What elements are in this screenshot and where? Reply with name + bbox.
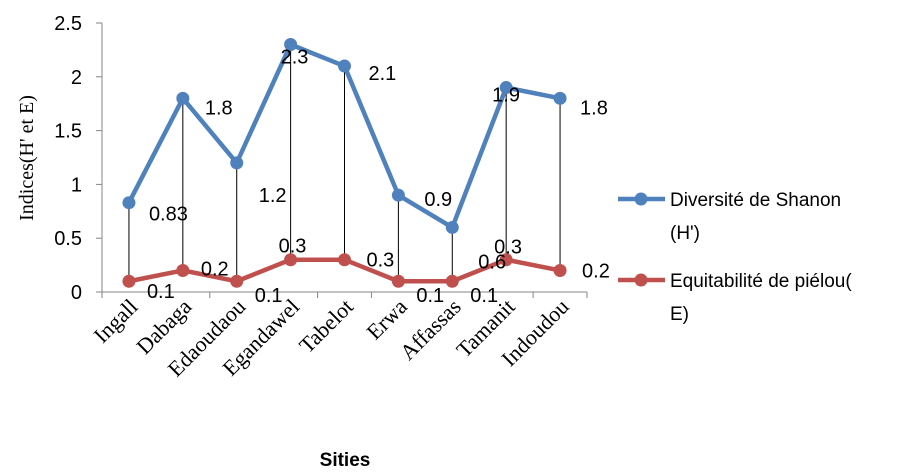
data-label: 0.3 — [279, 236, 307, 258]
data-label: 0.6 — [478, 251, 506, 273]
data-point — [553, 263, 567, 277]
data-point — [176, 91, 190, 105]
data-point — [122, 196, 136, 210]
data-point — [230, 156, 244, 170]
data-label: 1.8 — [205, 97, 233, 119]
markers — [122, 38, 567, 288]
x-axis-label: Sities — [320, 450, 371, 471]
data-label: 0.2 — [582, 260, 610, 282]
data-point — [553, 91, 567, 105]
legend-label: E) — [670, 304, 689, 325]
y-tick-label: 0.5 — [54, 228, 82, 250]
data-point — [230, 274, 244, 288]
y-tick-label: 0 — [71, 282, 82, 304]
data-labels: 0.83 1.8 1.2 2.3 2.1 0.9 0.6 1.9 1.8 0.1 0.2 0.1 0.3… — [147, 47, 610, 308]
data-point — [122, 274, 136, 288]
data-point — [391, 274, 405, 288]
data-point — [338, 59, 351, 73]
legend-label: (H') — [670, 223, 700, 244]
data-point — [338, 253, 351, 267]
data-label: 0.1 — [147, 281, 175, 303]
data-point — [445, 274, 459, 288]
data-point — [284, 253, 298, 267]
legend: Diversité de Shanon (H') Equitabilité de p… — [618, 190, 852, 325]
y-tick-label: 2 — [71, 67, 82, 89]
data-label: 0.9 — [424, 189, 452, 211]
data-label: 0.83 — [149, 204, 188, 226]
axes — [96, 22, 588, 298]
legend-label: Equitabilité de piélou( — [670, 271, 852, 292]
data-label: 0.2 — [201, 258, 229, 280]
data-point — [499, 81, 513, 95]
y-tick-label: 1.5 — [54, 121, 82, 143]
y-axis-label: Indices(H' et E) — [16, 95, 38, 221]
data-point — [176, 263, 190, 277]
data-label: 2.3 — [281, 47, 309, 69]
data-label: 1.2 — [259, 185, 287, 207]
data-point — [391, 188, 405, 202]
y-tick-label: 2.5 — [54, 13, 82, 35]
legend-marker — [634, 192, 648, 206]
y-tick-label: 1 — [71, 174, 82, 196]
data-point — [445, 220, 459, 234]
legend-marker — [634, 273, 648, 287]
data-label: 0.3 — [494, 237, 522, 259]
x-tick-label: Tabelot — [294, 294, 358, 358]
data-label: 0.1 — [416, 285, 444, 307]
data-label: 1.9 — [492, 85, 520, 107]
data-point — [499, 253, 513, 267]
data-label: 0.1 — [470, 285, 498, 307]
data-label: 0.3 — [367, 250, 395, 272]
data-label: 0.1 — [255, 285, 283, 307]
data-point — [284, 38, 298, 52]
drop-lines — [128, 44, 561, 282]
data-label: 2.1 — [369, 63, 397, 85]
legend-label: Diversité de Shanon — [670, 190, 841, 211]
data-label: 1.8 — [580, 97, 608, 119]
